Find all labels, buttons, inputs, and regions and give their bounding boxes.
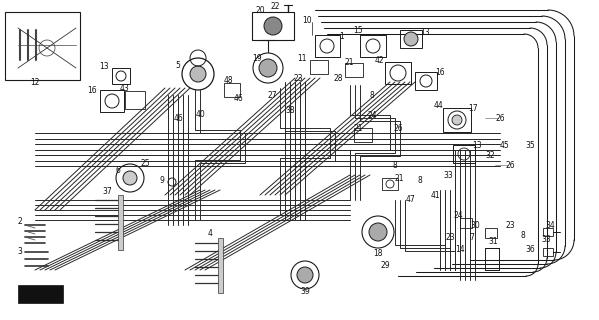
Text: 21: 21 <box>394 173 404 182</box>
Bar <box>224 83 240 97</box>
Text: 5: 5 <box>176 60 180 69</box>
Text: 34: 34 <box>545 220 555 229</box>
Text: 7: 7 <box>470 234 474 243</box>
Bar <box>18 285 63 303</box>
Text: 11: 11 <box>298 53 307 62</box>
Circle shape <box>452 115 462 125</box>
Text: 16: 16 <box>435 68 445 76</box>
Bar <box>453 145 475 163</box>
Text: 33: 33 <box>541 236 551 244</box>
Text: 1: 1 <box>340 31 344 41</box>
Bar <box>543 248 553 256</box>
Text: 3: 3 <box>17 247 22 257</box>
Text: 8: 8 <box>521 230 525 239</box>
Text: 39: 39 <box>300 287 310 297</box>
Text: 21: 21 <box>344 58 354 67</box>
Bar <box>315 35 340 57</box>
Text: 8: 8 <box>418 175 422 185</box>
Text: 12: 12 <box>31 77 40 86</box>
Text: 46: 46 <box>233 93 243 102</box>
Text: 44: 44 <box>433 100 443 109</box>
Text: 40: 40 <box>195 109 205 118</box>
Bar <box>382 178 398 190</box>
Bar <box>310 60 328 74</box>
Text: 23: 23 <box>505 220 515 229</box>
Bar <box>415 72 437 90</box>
Bar <box>252 12 294 40</box>
Text: 13: 13 <box>420 28 430 36</box>
Text: 10: 10 <box>302 15 311 25</box>
Text: 47: 47 <box>405 196 415 204</box>
Text: 36: 36 <box>525 245 535 254</box>
Circle shape <box>190 66 206 82</box>
Text: 15: 15 <box>353 26 363 35</box>
Bar <box>360 35 386 57</box>
Text: 4: 4 <box>207 229 212 238</box>
Text: 2: 2 <box>17 218 22 227</box>
Circle shape <box>297 267 313 283</box>
Text: 41: 41 <box>430 190 440 199</box>
Bar <box>5 12 80 80</box>
Bar <box>385 62 411 84</box>
Circle shape <box>123 171 137 185</box>
Circle shape <box>264 17 282 35</box>
Bar <box>485 228 497 238</box>
Circle shape <box>369 223 387 241</box>
Text: 46: 46 <box>173 114 183 123</box>
Text: 37: 37 <box>102 188 112 196</box>
Text: 48: 48 <box>223 76 233 84</box>
Text: 17: 17 <box>468 103 478 113</box>
Text: 33: 33 <box>443 171 453 180</box>
Text: 24: 24 <box>453 211 463 220</box>
Bar <box>125 91 145 109</box>
Text: 42: 42 <box>374 55 384 65</box>
Text: 35: 35 <box>525 140 535 149</box>
Text: 13: 13 <box>472 140 482 149</box>
Bar <box>112 68 130 84</box>
Text: 27: 27 <box>267 91 277 100</box>
Text: 13: 13 <box>99 61 109 70</box>
Bar <box>100 90 124 112</box>
Text: 26: 26 <box>495 114 505 123</box>
Bar <box>460 218 472 228</box>
Text: 23: 23 <box>293 74 303 83</box>
Bar <box>218 238 223 293</box>
Text: 22: 22 <box>270 2 280 11</box>
Text: 25: 25 <box>140 158 150 167</box>
Text: 6: 6 <box>116 165 120 174</box>
Text: 26: 26 <box>505 161 515 170</box>
Text: 30: 30 <box>470 220 480 229</box>
Circle shape <box>259 59 277 77</box>
Text: 19: 19 <box>252 53 262 62</box>
Text: 38: 38 <box>285 106 295 115</box>
Text: 29: 29 <box>380 260 390 269</box>
Text: 18: 18 <box>373 249 383 258</box>
Text: 31: 31 <box>488 237 498 246</box>
Text: 20: 20 <box>255 5 265 14</box>
Text: 28: 28 <box>333 74 343 83</box>
Bar <box>543 228 553 236</box>
Bar <box>118 195 123 250</box>
Text: 9: 9 <box>159 175 165 185</box>
Text: 43: 43 <box>120 84 130 92</box>
Text: 26: 26 <box>393 124 403 132</box>
Text: 14: 14 <box>455 245 465 254</box>
Text: 32: 32 <box>485 150 495 159</box>
Text: 45: 45 <box>500 140 510 149</box>
Bar <box>443 108 471 132</box>
Bar <box>354 128 372 142</box>
Text: 8: 8 <box>392 161 397 170</box>
Bar <box>400 30 422 48</box>
Bar <box>485 248 499 270</box>
Text: 8: 8 <box>370 91 374 100</box>
Text: 21: 21 <box>353 124 363 132</box>
Text: 24: 24 <box>367 110 377 119</box>
Text: 16: 16 <box>87 85 97 94</box>
Text: 23: 23 <box>445 234 455 243</box>
Circle shape <box>404 32 418 46</box>
Bar <box>345 63 363 77</box>
